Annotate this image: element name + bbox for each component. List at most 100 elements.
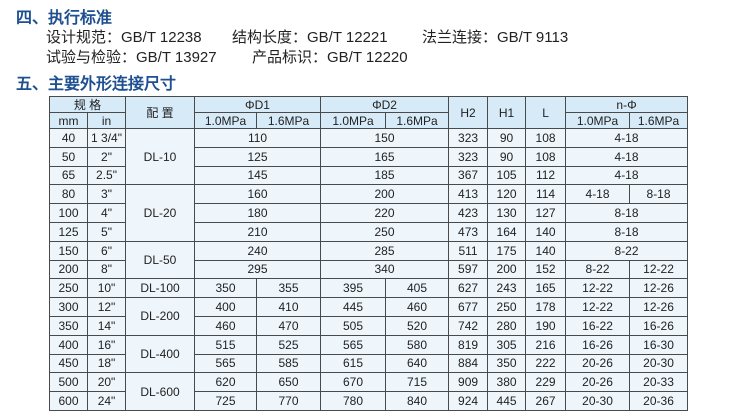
cell-d2-1.6mpa: 520 [385, 315, 450, 336]
table-row: 65 2.5" 145 185 367 105 112 4-18 [49, 165, 689, 186]
cell-d2: 250 [320, 221, 450, 242]
cell-config: DL-600 [125, 372, 195, 411]
cell-mm: 500 [49, 372, 88, 393]
cell-d2: 165 [320, 146, 450, 167]
header-d1: ΦD1 [193, 96, 322, 113]
cell-d1-1.6mpa: 585 [255, 353, 322, 374]
cell-d2-1.6mpa: 460 [385, 297, 450, 317]
header-config: 配 置 [125, 96, 195, 129]
table-row: 80 3" DL-20 160 200 413 120 114 4-18 8-18 [49, 184, 689, 242]
marking-standard: 产品标识：GB/T 12220 [252, 49, 408, 66]
table-row: 125 5" 210 250 473 164 140 8-18 [49, 221, 689, 242]
cell-in: 16" [87, 334, 126, 355]
cell-d2-1.0mpa: 780 [320, 391, 387, 411]
cell-h1: 130 [487, 203, 527, 223]
cell-mm: 50 [49, 146, 88, 167]
cell-h2: 323 [448, 128, 489, 148]
cell-n-phi-1.0mpa: 20-30 [565, 391, 631, 411]
cell-n-phi-1.6mpa: 8-18 [629, 184, 689, 205]
cell-h1: 243 [487, 278, 527, 299]
cell-l: 152 [525, 259, 567, 280]
cell-in: 3" [87, 184, 126, 205]
cell-d2-1.6mpa: 580 [385, 334, 450, 355]
structure-length-standard: 结构长度：GB/T 12221 [232, 29, 388, 46]
cell-d1-1.0mpa: 565 [194, 353, 257, 374]
cell-n-phi-1.6mpa: 12-22 [629, 259, 689, 280]
cell-d1-1.0mpa: 460 [194, 315, 257, 336]
table-row: 500 20" DL-600 620 650 670 715 909 380 229 20-26 20… [49, 372, 689, 411]
cell-mm: 40 [49, 128, 88, 148]
header-n-phi: n-Φ [565, 96, 689, 113]
cell-h2: 597 [448, 259, 489, 280]
cell-n-phi-1.0mpa: 4-18 [565, 184, 631, 205]
cell-n-phi-1.6mpa: 20-30 [629, 353, 689, 374]
cell-d1-1.6mpa: 470 [255, 315, 322, 336]
cell-n-phi: 4-18 [565, 128, 689, 148]
cell-d1-1.0mpa: 515 [194, 334, 257, 355]
cell-d1: 145 [193, 165, 322, 186]
cell-mm: 400 [49, 334, 88, 355]
cell-h2: 627 [448, 278, 489, 299]
cell-l: 267 [525, 391, 567, 411]
design-standard: 设计规范：GB/T 12238 [46, 29, 202, 46]
cell-l: 178 [525, 297, 567, 317]
cell-d2: 185 [320, 165, 450, 186]
cell-mm: 350 [49, 315, 88, 336]
standards-line-1: 设计规范：GB/T 12238 结构长度：GB/T 12221 法兰连接：GB/T … [46, 26, 568, 47]
cell-h2: 423 [448, 203, 489, 223]
cell-in: 2" [87, 146, 126, 167]
cell-h2: 884 [448, 353, 489, 374]
cell-h1: 90 [487, 146, 527, 167]
cell-in: 20" [87, 372, 126, 393]
cell-l: 229 [525, 372, 567, 393]
cell-d1-1.6mpa: 770 [255, 391, 322, 411]
cell-mm: 150 [49, 240, 88, 261]
cell-h1: 445 [487, 391, 527, 411]
cell-h1: 250 [487, 297, 527, 317]
cell-d1-1.0mpa: 400 [194, 297, 257, 317]
cell-d1: 210 [193, 221, 322, 242]
cell-n-phi-1.0mpa: 12-22 [565, 297, 631, 317]
dimensions-table: 规 格 配 置 ΦD1 ΦD2 H2 H1 L n-Φ mm in 1.0MPa… [49, 96, 689, 411]
cell-in: 6" [87, 240, 126, 261]
cell-l: 108 [525, 146, 567, 167]
cell-n-phi-1.6mpa: 16-26 [629, 315, 689, 336]
table-row: 250 10" DL-100 350 355 395 405 627 243 165 12-22 12… [49, 278, 689, 299]
cell-mm: 125 [49, 221, 88, 242]
header-d1-1.6mpa: 1.6MPa [255, 112, 322, 129]
header-d2-1.0mpa: 1.0MPa [320, 112, 387, 129]
header-d2: ΦD2 [320, 96, 450, 113]
cell-in: 14" [87, 315, 126, 336]
cell-mm: 450 [49, 353, 88, 374]
cell-n-phi: 4-18 [565, 165, 689, 186]
cell-mm: 200 [49, 259, 88, 280]
cell-h2: 367 [448, 165, 489, 186]
cell-mm: 65 [49, 165, 88, 186]
cell-config: DL-10 [125, 127, 195, 186]
cell-h1: 305 [487, 334, 527, 355]
cell-config: DL-20 [125, 184, 195, 242]
cell-n-phi-1.6mpa: 20-33 [629, 372, 689, 393]
header-in: in [87, 112, 126, 129]
cell-h2: 413 [448, 184, 489, 205]
cell-d2-1.0mpa: 565 [320, 334, 387, 355]
table-row: 100 4" 180 220 423 130 127 8-18 [49, 203, 689, 223]
cell-h2: 473 [448, 221, 489, 242]
cell-d2-1.0mpa: 505 [320, 315, 387, 336]
header-d2-1.6mpa: 1.6MPa [385, 112, 450, 129]
cell-l: 127 [525, 203, 567, 223]
cell-config: DL-400 [125, 334, 195, 374]
cell-d2: 150 [320, 128, 450, 148]
cell-l: 140 [525, 221, 567, 242]
cell-in: 12" [87, 297, 126, 317]
cell-l: 222 [525, 353, 567, 374]
cell-h1: 175 [487, 240, 527, 261]
cell-h1: 280 [487, 315, 527, 336]
table-row: 150 6" DL-50 240 285 511 175 140 8-22 [49, 240, 689, 280]
header-n-1.0mpa: 1.0MPa [565, 112, 631, 129]
cell-in: 10" [87, 278, 126, 299]
cell-d2-1.0mpa: 670 [320, 372, 387, 393]
section-4-title: 四、执行标准 [16, 8, 113, 27]
cell-h1: 380 [487, 372, 527, 393]
header-l: L [525, 96, 567, 129]
